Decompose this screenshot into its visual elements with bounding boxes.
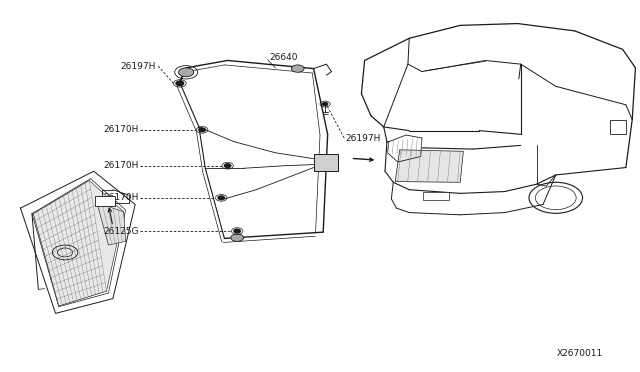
Text: 26170H: 26170H [103,125,138,134]
Circle shape [323,103,328,106]
Bar [95,196,115,206]
Polygon shape [20,171,135,313]
Text: 26125G: 26125G [103,227,138,235]
Bar [423,192,449,200]
Circle shape [218,196,225,200]
Bar [314,154,338,171]
Text: 26197H: 26197H [120,61,156,71]
Circle shape [179,68,194,77]
Text: 26170H: 26170H [103,161,138,170]
Bar [610,119,626,134]
Polygon shape [33,180,124,306]
Polygon shape [395,150,463,182]
Circle shape [225,164,231,167]
Polygon shape [388,135,422,162]
Circle shape [231,234,244,241]
Circle shape [199,128,205,132]
Circle shape [234,229,241,233]
Text: 26170H: 26170H [103,193,138,202]
Text: 26197H: 26197H [346,134,381,143]
Text: 26640: 26640 [269,53,298,62]
Polygon shape [97,203,125,245]
Circle shape [291,65,304,72]
Text: X2670011: X2670011 [557,350,604,359]
Circle shape [176,81,184,86]
